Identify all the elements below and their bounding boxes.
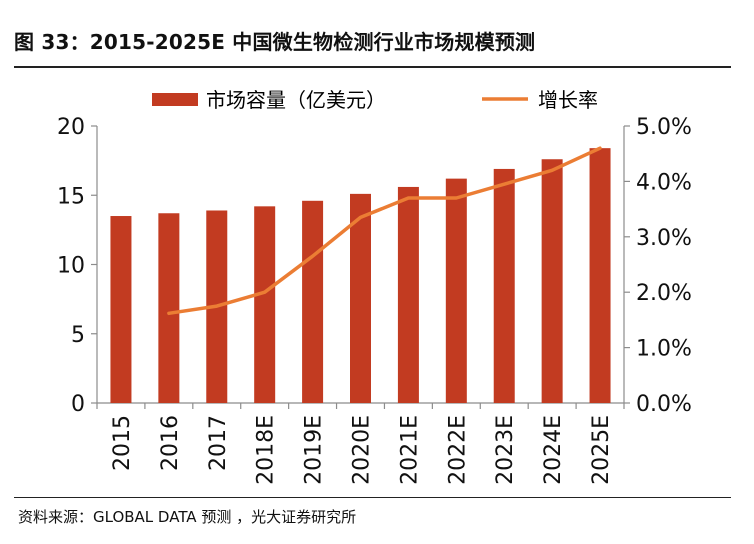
chart: 市场容量（亿美元） 增长率 0 5 10 15 20 0.0% 1.0% 2.0% 3.0% 4.… (57, 88, 692, 485)
bar (541, 159, 563, 403)
x-tick-label: 2020E (350, 415, 375, 485)
legend-line-label: 增长率 (538, 88, 598, 112)
right-tick-label: 0.0% (636, 392, 692, 417)
bar (302, 200, 324, 403)
legend-bar-swatch (152, 93, 198, 106)
x-tick-label: 2015 (110, 415, 135, 471)
left-tick-label: 15 (57, 184, 85, 209)
x-tick-label: 2017 (206, 415, 231, 471)
chart-legend: 市场容量（亿美元） 增长率 (152, 88, 598, 112)
bar (589, 148, 611, 403)
left-tick-label: 0 (71, 392, 85, 417)
legend-bar-label: 市场容量（亿美元） (206, 88, 386, 112)
x-tick-label: 2019E (302, 415, 327, 485)
x-tick-label: 2025E (589, 415, 614, 485)
x-tick-label: 2016 (158, 415, 183, 471)
x-tick-label: 2018E (254, 415, 279, 485)
x-tick-label: 2024E (541, 415, 566, 485)
right-tick-label: 4.0% (636, 170, 692, 195)
left-tick-label: 20 (57, 115, 85, 140)
title-rule (14, 66, 731, 68)
x-tick-label: 2023E (493, 415, 518, 485)
right-tick-label: 3.0% (636, 226, 692, 251)
x-tick-label: 2021E (397, 415, 422, 485)
x-tick-label: 2022E (445, 415, 470, 485)
right-tick-label: 2.0% (636, 281, 692, 306)
bar (350, 193, 371, 403)
bar (158, 213, 180, 403)
source-note: 资料来源：GLOBAL DATA 预测 ，光大证券研究所 (18, 508, 357, 526)
right-tick-label: 1.0% (636, 337, 692, 362)
left-tick-label: 5 (71, 323, 85, 348)
figure-title: 图 33：2015-2025E 中国微生物检测行业市场规模预测 (14, 30, 536, 54)
bar (445, 178, 467, 403)
source-rule (14, 497, 731, 498)
bar (110, 216, 132, 403)
bar (493, 168, 515, 403)
bar (254, 206, 276, 403)
growth-rate-line (167, 146, 602, 316)
left-tick-label: 10 (57, 254, 85, 279)
right-tick-label: 5.0% (636, 115, 692, 140)
bar (397, 186, 419, 403)
